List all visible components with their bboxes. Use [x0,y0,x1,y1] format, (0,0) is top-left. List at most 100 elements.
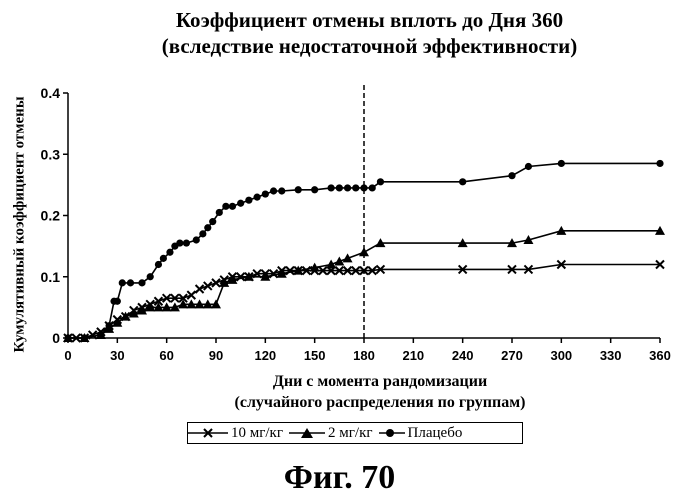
data-point-placebo [192,236,200,244]
data-point-2mg [243,271,254,281]
y-tick-label: 0.2 [41,208,61,224]
data-point-10mg [351,265,361,276]
data-point-2mg [227,274,238,284]
data-point-10mg [161,293,172,303]
data-point-10mg [318,265,328,276]
x-tick-label: 150 [304,348,326,363]
data-point-2mg [137,305,147,315]
data-point-placebo [228,202,237,210]
data-point-10mg [211,278,221,288]
data-point-10mg [523,264,534,275]
data-point-10mg [178,293,188,303]
data-point-placebo [524,162,533,171]
data-point-2mg [326,259,337,269]
data-point-placebo [656,159,664,168]
x-tick-label: 30 [110,348,124,363]
data-point-10mg [203,281,213,291]
data-point-10mg [342,265,353,276]
x-tick-label: 210 [402,348,424,363]
data-point-2mg [375,238,386,248]
data-point-2mg [260,271,271,281]
x-marker-icon [188,428,228,438]
data-point-2mg [120,311,131,321]
data-point-2mg [186,299,197,309]
x-tick-label: 0 [64,348,71,363]
data-point-2mg [276,268,287,278]
data-point-placebo [269,187,278,195]
legend-label-2mg: 2 мг/кг [328,424,373,441]
data-point-10mg [556,259,567,270]
data-point-placebo [237,199,245,207]
x-tick-label: 90 [209,348,223,363]
data-point-2mg [112,317,123,327]
data-point-2mg [194,299,205,309]
data-point-2mg [655,225,665,235]
data-point-placebo [459,178,467,186]
data-point-placebo [146,273,154,281]
data-point-placebo [335,184,343,192]
data-point-2mg [507,238,517,248]
data-point-placebo [126,279,135,287]
data-point-2mg [556,225,567,235]
data-point-2mg [457,238,468,248]
x-tick-label: 270 [501,348,523,363]
data-point-placebo [215,208,223,217]
x-tick-label: 240 [452,348,474,363]
data-point-10mg [359,265,369,276]
data-point-placebo [311,186,319,194]
data-point-placebo [64,334,72,342]
data-point-placebo [343,184,352,192]
data-point-placebo [245,196,253,204]
x-axis-label-secondary: (случайного распределения по группам) [234,394,526,411]
x-tick-label: 330 [600,348,622,363]
x-tick-label: 120 [254,348,276,363]
data-point-2mg [334,256,345,266]
y-tick-label: 0.1 [41,269,61,285]
data-point-placebo [360,184,368,192]
data-point-2mg [293,265,304,275]
data-point-placebo [199,230,207,238]
data-point-10mg [153,296,164,306]
data-point-2mg [202,299,213,309]
data-point-10mg [457,264,468,275]
y-axis-label: Кумулятивный коэффициент отмены [11,96,28,353]
x-axis-label: Дни с момента рандомизации [272,373,488,390]
chart-subtitle: (вследствие недостаточной эффективности) [161,34,578,58]
y-tick-label: 0 [52,330,60,346]
x-tick-label: 360 [649,348,671,363]
data-point-placebo [113,297,121,305]
data-point-placebo [278,187,286,195]
data-point-placebo [105,322,113,330]
data-point-placebo [294,186,302,194]
data-point-placebo [182,239,190,247]
legend-label-10mg: 10 мг/кг [231,424,284,441]
data-point-10mg [367,265,377,276]
data-point-placebo [557,159,565,168]
data-point-2mg [169,302,180,312]
y-tick-label: 0.3 [41,146,61,162]
legend-item-placebo: Плацебо [378,424,463,442]
data-point-placebo [97,331,105,339]
data-point-2mg [145,302,156,312]
data-point-placebo [222,202,230,210]
data-point-10mg [655,259,665,270]
chart-title: Коэффициент отмены вплоть до Дня 360 [175,8,564,32]
data-point-10mg [507,264,517,275]
data-point-2mg [359,247,369,257]
data-point-2mg [211,299,221,309]
data-point-10mg [334,265,345,276]
legend-item-10mg: 10 мг/кг [188,425,283,442]
y-tick-label: 0.4 [41,85,61,101]
legend-label-placebo: Плацебо [407,424,463,441]
data-point-placebo [253,193,261,201]
series-line-1 [68,230,660,339]
data-point-placebo [376,178,385,186]
legend-item-2mg: 2 мг/кг [289,425,373,442]
triangle-marker-icon [289,428,326,438]
data-point-10mg [375,264,386,275]
data-point-placebo [80,334,89,342]
data-point-placebo [176,239,184,247]
x-tick-label: 60 [159,348,173,363]
data-point-10mg [194,284,205,294]
data-point-2mg [153,302,164,312]
